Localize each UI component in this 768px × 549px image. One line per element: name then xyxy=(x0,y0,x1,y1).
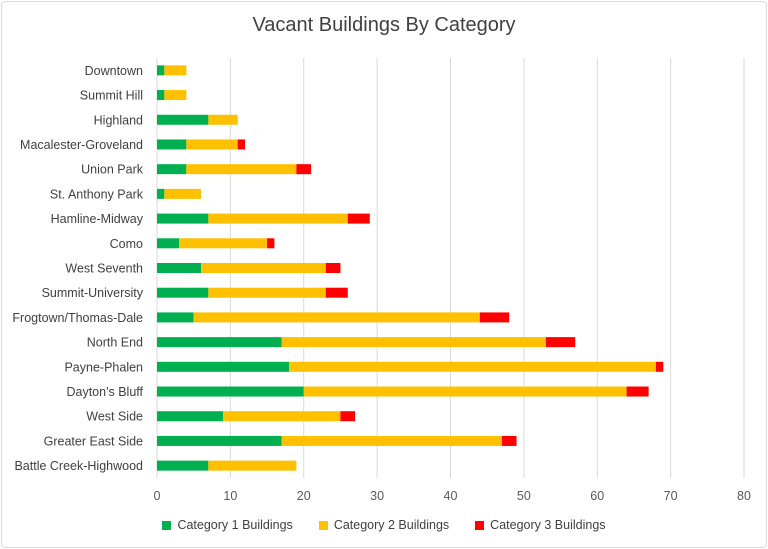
bar-segment-category-3 xyxy=(479,312,510,323)
bar-segment-category-3 xyxy=(545,337,576,348)
bar-segment-category-1 xyxy=(157,386,304,397)
category-label: Downtown xyxy=(85,64,143,78)
x-tick-label: 60 xyxy=(590,489,604,503)
category-label: Dayton's Bluff xyxy=(66,385,143,399)
legend-item: Category 3 Buildings xyxy=(475,518,606,532)
bar-segment-category-1 xyxy=(157,411,224,422)
bar-segment-category-1 xyxy=(157,460,209,471)
bar-segment-category-1 xyxy=(157,312,194,323)
bar-segment-category-3 xyxy=(325,287,348,298)
bar-segment-category-2 xyxy=(164,90,187,101)
bar-segment-category-3 xyxy=(325,263,341,273)
bar-segment-category-3 xyxy=(237,139,246,150)
bar-segment-category-3 xyxy=(626,386,649,397)
chart-title: Vacant Buildings By Category xyxy=(252,14,516,36)
category-label: West Seventh xyxy=(65,262,143,276)
category-label: Macalester-Groveland xyxy=(20,138,143,152)
bar-segment-category-3 xyxy=(340,411,356,422)
bar-segment-category-3 xyxy=(501,435,517,446)
legend-label: Category 1 Buildings xyxy=(177,518,293,532)
x-tick-label: 80 xyxy=(737,489,751,503)
bar-segment-category-2 xyxy=(208,114,238,125)
bar-segment-category-1 xyxy=(157,114,209,125)
legend-label: Category 3 Buildings xyxy=(490,518,606,532)
bar-segment-category-3 xyxy=(655,361,664,372)
bar-segment-category-2 xyxy=(208,460,297,471)
category-label: Union Park xyxy=(81,163,144,177)
bar-segment-category-2 xyxy=(164,65,187,76)
legend-item: Category 1 Buildings xyxy=(162,518,293,532)
legend-swatch xyxy=(318,520,328,530)
bar-segment-category-1 xyxy=(157,238,180,249)
legend: Category 1 Buildings Category 2 Buildings… xyxy=(0,518,768,532)
bar-segment-category-2 xyxy=(208,287,326,298)
bar-segment-category-1 xyxy=(157,361,290,372)
bar-segment-category-2 xyxy=(208,213,348,224)
x-tick-label: 50 xyxy=(517,489,531,503)
bar-segment-category-2 xyxy=(201,263,326,273)
bar-segment-category-1 xyxy=(157,337,282,348)
x-tick-label: 0 xyxy=(154,489,161,503)
legend-swatch xyxy=(475,520,485,530)
category-label: Hamline-Midway xyxy=(51,212,144,226)
category-label: Payne-Phalen xyxy=(64,360,143,374)
bar-segment-category-2 xyxy=(303,386,627,397)
bar-segment-category-1 xyxy=(157,164,187,175)
category-labels: Downtown Summit Hill Highland Macalester-Gr… xyxy=(12,64,143,473)
bar-segment-category-2 xyxy=(223,411,341,422)
legend-item: Category 2 Buildings xyxy=(318,518,450,532)
category-label: Battle Creek-Highwood xyxy=(14,459,143,473)
bar-segment-category-2 xyxy=(193,312,480,323)
category-label: Summit-University xyxy=(42,286,144,300)
x-tick-labels: 0 10 20 30 40 50 60 70 80 xyxy=(154,489,751,503)
bar-segment-category-1 xyxy=(157,65,165,76)
bar-segment-category-3 xyxy=(267,238,275,249)
x-tick-label: 30 xyxy=(370,489,384,503)
category-label: Greater East Side xyxy=(44,434,143,448)
category-label: Summit Hill xyxy=(80,89,143,103)
bar-segment-category-2 xyxy=(164,188,202,199)
category-label: St. Anthony Park xyxy=(50,187,144,201)
category-label: Frogtown/Thomas-Dale xyxy=(12,311,143,325)
bar-segment-category-2 xyxy=(281,435,502,446)
bar-segment-category-1 xyxy=(157,213,209,224)
bar-segment-category-3 xyxy=(296,164,312,175)
bar-segment-category-1 xyxy=(157,263,202,273)
bar-segment-category-2 xyxy=(289,361,656,372)
category-label: West Side xyxy=(86,410,143,424)
bar-segment-category-2 xyxy=(186,139,238,150)
x-tick-label: 40 xyxy=(444,489,458,503)
bar-segment-category-3 xyxy=(347,213,370,224)
bar-segment-category-1 xyxy=(157,435,282,446)
bars xyxy=(157,65,664,471)
bar-segment-category-1 xyxy=(157,139,187,150)
bar-segment-category-1 xyxy=(157,188,165,199)
category-label: Como xyxy=(110,237,143,251)
x-tick-label: 10 xyxy=(223,489,237,503)
bar-segment-category-1 xyxy=(157,90,165,101)
bar-segment-category-2 xyxy=(179,238,268,249)
x-tick-label: 70 xyxy=(664,489,678,503)
x-tick-label: 20 xyxy=(297,489,311,503)
category-label: Highland xyxy=(94,113,143,127)
bar-segment-category-2 xyxy=(186,164,297,175)
legend-label: Category 2 Buildings xyxy=(333,518,450,532)
bar-segment-category-1 xyxy=(157,287,209,298)
legend-swatch xyxy=(162,520,172,530)
bar-segment-category-2 xyxy=(281,337,546,348)
category-label: North End xyxy=(87,336,143,350)
